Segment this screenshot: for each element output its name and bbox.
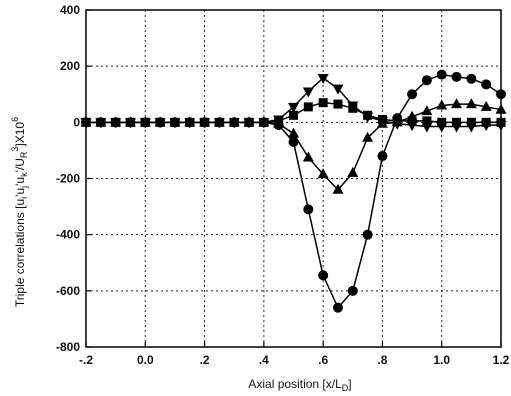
- triangle-down-point: [199, 118, 211, 129]
- triangle-up-point: [332, 183, 344, 194]
- circle-point: [466, 73, 477, 84]
- circle-point: [318, 270, 329, 281]
- triangle-down-point: [391, 119, 403, 130]
- triangle-up-point: [451, 98, 463, 109]
- triangle-down-point: [465, 122, 477, 133]
- y-tick-label: 400: [60, 3, 80, 17]
- triangle-up-point: [302, 151, 314, 162]
- square-point: [289, 110, 298, 120]
- circle-point: [436, 69, 447, 80]
- circle-point: [407, 89, 418, 100]
- triangle-down-point: [273, 115, 285, 126]
- square-point: [303, 102, 313, 112]
- x-tick-label: .8: [377, 353, 387, 367]
- circle-point: [451, 71, 462, 82]
- triangle-down-point: [154, 118, 166, 129]
- triangle-down-point: [362, 112, 374, 123]
- circle-point: [421, 75, 432, 86]
- triangle-down-point: [95, 118, 107, 129]
- triangle-down-point: [288, 102, 299, 113]
- tick-marks: [85, 9, 502, 348]
- y-tick-label: -600: [56, 284, 80, 298]
- triangle-down-point: [480, 121, 492, 132]
- series-triangle-down: [80, 73, 507, 133]
- y-tick-label: 200: [60, 59, 80, 73]
- x-tick-label: 0.0: [137, 353, 154, 367]
- circle-point: [288, 136, 299, 147]
- triangle-up-point: [347, 166, 359, 177]
- x-tick-label: .6: [318, 353, 328, 367]
- y-tick-label: -200: [56, 172, 80, 186]
- square-point: [437, 117, 447, 127]
- square-point: [407, 116, 417, 126]
- circle-point: [481, 79, 492, 90]
- triangle-down-point: [436, 122, 448, 133]
- triangle-down-point: [376, 116, 388, 127]
- triangle-up-point: [317, 168, 329, 179]
- square-point: [452, 117, 462, 127]
- y-tick-labels: -800 -600 -400 -200 0 200 400: [56, 3, 80, 354]
- triangle-up-point: [480, 100, 492, 111]
- triangle-down-point: [421, 122, 433, 133]
- x-tick-labels: -.2 0.0 .2 .4 .6 .8 1.0 1.2: [79, 353, 510, 367]
- triangle-down-point: [169, 118, 181, 129]
- grid-lines: [86, 10, 501, 347]
- triangle-down-point: [317, 73, 329, 84]
- x-tick-label: 1.0: [433, 353, 450, 367]
- square-point: [466, 117, 476, 127]
- triangle-down-point: [110, 118, 122, 129]
- plot-frame: [85, 9, 502, 348]
- circle-point: [303, 204, 314, 215]
- triangle-down-point: [124, 118, 136, 129]
- y-axis-label: Triple correlations [ui'uj'uk'/UR3]X106: [10, 117, 29, 307]
- triangle-down-point: [228, 118, 240, 129]
- triangle-down-point: [451, 122, 463, 133]
- triangle-down-point: [347, 101, 359, 112]
- circle-point: [332, 302, 343, 313]
- triangle-down-point: [332, 84, 344, 95]
- triangle-down-point: [139, 118, 151, 129]
- circle-point: [362, 229, 373, 240]
- triangle-down-point: [258, 118, 270, 129]
- triangle-up-point: [288, 127, 299, 138]
- triangle-down-point: [302, 87, 314, 98]
- triangle-down-point: [406, 121, 418, 132]
- triangle-down-point: [184, 118, 196, 129]
- y-tick-label: -400: [56, 228, 80, 242]
- triangle-up-point: [465, 98, 477, 109]
- square-point: [318, 98, 328, 108]
- circle-point: [347, 285, 358, 296]
- x-tick-label: .2: [200, 353, 210, 367]
- triangle-up-point: [436, 99, 448, 110]
- series-layer: [80, 69, 507, 313]
- y-tick-label: -800: [56, 340, 80, 354]
- y-tick-label: 0: [73, 115, 80, 129]
- x-tick-label: 1.2: [493, 353, 510, 367]
- triangle-down-point: [213, 118, 225, 129]
- x-tick-label: -.2: [79, 353, 93, 367]
- triangle-down-point: [243, 118, 255, 129]
- x-tick-label: .4: [259, 353, 269, 367]
- square-point: [333, 99, 343, 109]
- circle-point: [377, 151, 388, 162]
- triangle-up-point: [362, 131, 374, 142]
- triangle-up-point: [421, 105, 433, 116]
- square-point: [422, 116, 432, 126]
- x-axis-label: Axial position [x/LD]: [248, 377, 351, 393]
